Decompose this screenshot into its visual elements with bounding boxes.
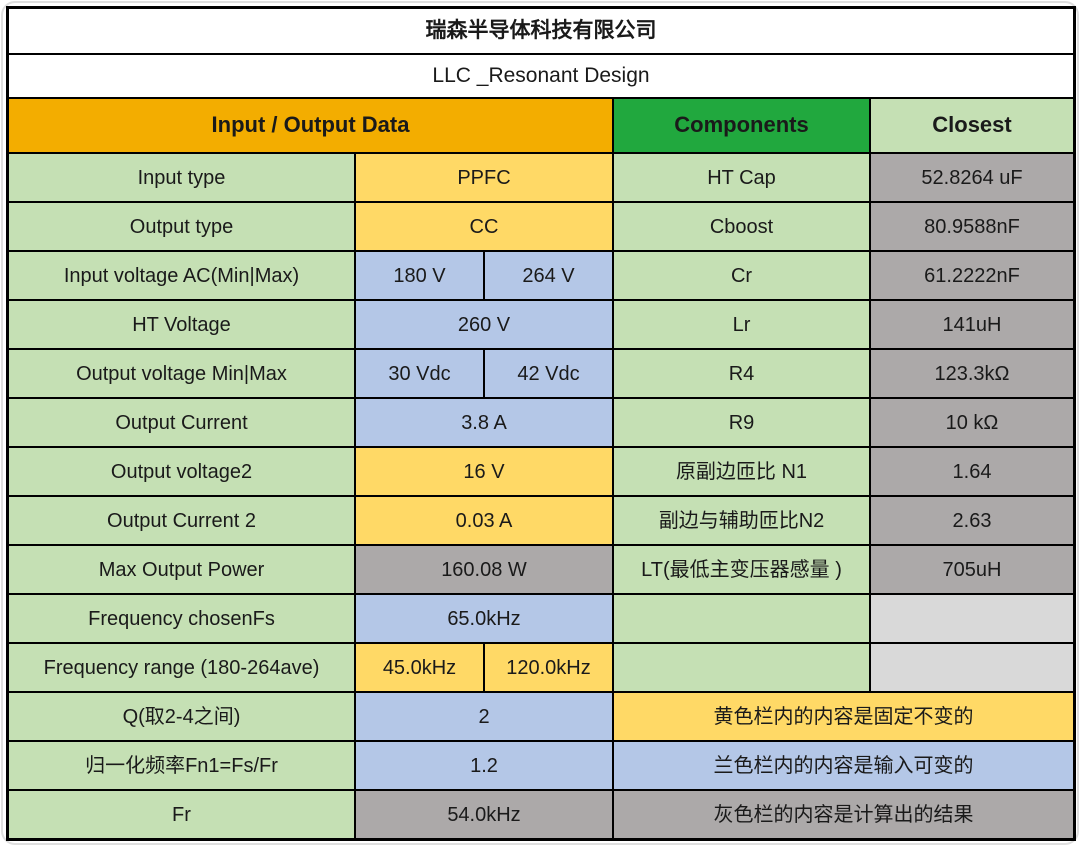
component-r9: R9 (614, 399, 869, 446)
value-input-voltage-min[interactable]: 180 V (393, 264, 446, 287)
component-turns-ratio-n1: 原副边匝比 N1 (614, 448, 869, 495)
component-lr: Lr (614, 301, 869, 348)
header-closest: Closest (871, 99, 1073, 152)
closest-cr: 61.2222nF (871, 252, 1073, 299)
closest-cboost: 80.9588nF (871, 203, 1073, 250)
label-ht-voltage: HT Voltage (9, 301, 354, 348)
closest-empty-cell (871, 644, 1073, 691)
value-output-voltage-max[interactable]: 42 Vdc (483, 350, 612, 397)
label-frequency-chosen-fs: Frequency chosenFs (9, 595, 354, 642)
header-components: Components (614, 99, 869, 152)
label-output-voltage-minmax: Output voltage Min|Max (9, 350, 354, 397)
component-ht-cap: HT Cap (614, 154, 869, 201)
component-empty-cell (614, 644, 869, 691)
closest-lt-min-inductance: 705uH (871, 546, 1073, 593)
value-output-voltage2: 16 V (356, 448, 612, 495)
component-cboost: Cboost (614, 203, 869, 250)
closest-r4: 123.3kΩ (871, 350, 1073, 397)
value-output-current[interactable]: 3.8 A (356, 399, 612, 446)
component-cr: Cr (614, 252, 869, 299)
value-input-voltage-ac: 180 V 264 V (356, 252, 612, 299)
label-fr: Fr (9, 791, 354, 838)
value-output-voltage-min[interactable]: 30 Vdc (388, 362, 451, 385)
component-r4: R4 (614, 350, 869, 397)
closest-turns-ratio-n1: 1.64 (871, 448, 1073, 495)
label-max-output-power: Max Output Power (9, 546, 354, 593)
label-q-factor: Q(取2-4之间) (9, 693, 354, 740)
label-output-current: Output Current (9, 399, 354, 446)
value-output-voltage-minmax: 30 Vdc 42 Vdc (356, 350, 612, 397)
value-q-factor[interactable]: 2 (356, 693, 612, 740)
component-lt-min-inductance: LT(最低主变压器感量 ) (614, 546, 869, 593)
value-output-current-2: 0.03 A (356, 497, 612, 544)
value-input-voltage-max[interactable]: 264 V (483, 252, 612, 299)
label-output-current-2: Output Current 2 (9, 497, 354, 544)
label-normalized-frequency-fn1: 归一化频率Fn1=Fs/Fr (9, 742, 354, 789)
label-output-voltage2: Output voltage2 (9, 448, 354, 495)
legend-gray-note: 灰色栏的内容是计算出的结果 (614, 791, 1073, 838)
value-frequency-range-max: 120.0kHz (483, 644, 612, 691)
closest-lr: 141uH (871, 301, 1073, 348)
value-normalized-frequency-fn1[interactable]: 1.2 (356, 742, 612, 789)
value-ht-voltage[interactable]: 260 V (356, 301, 612, 348)
value-frequency-range-min: 45.0kHz (382, 656, 457, 679)
closest-empty-cell (871, 595, 1073, 642)
label-frequency-range: Frequency range (180-264ave) (9, 644, 354, 691)
label-input-voltage-ac: Input voltage AC(Min|Max) (9, 252, 354, 299)
component-aux-ratio-n2: 副边与辅助匝比N2 (614, 497, 869, 544)
value-max-output-power: 160.08 W (356, 546, 612, 593)
legend-yellow-note: 黄色栏内的内容是固定不变的 (614, 693, 1073, 740)
header-input-output-data: Input / Output Data (9, 99, 612, 152)
closest-r9: 10 kΩ (871, 399, 1073, 446)
closest-ht-cap: 52.8264 uF (871, 154, 1073, 201)
label-input-type: Input type (9, 154, 354, 201)
design-table: 瑞森半导体科技有限公司 LLC _Resonant Design Input /… (6, 6, 1076, 841)
company-title: 瑞森半导体科技有限公司 (9, 9, 1073, 53)
legend-blue-note: 兰色栏内的内容是输入可变的 (614, 742, 1073, 789)
component-empty-cell (614, 595, 869, 642)
value-frequency-chosen-fs[interactable]: 65.0kHz (356, 595, 612, 642)
closest-aux-ratio-n2: 2.63 (871, 497, 1073, 544)
value-frequency-range: 45.0kHz 120.0kHz (356, 644, 612, 691)
value-output-type: CC (356, 203, 612, 250)
label-output-type: Output type (9, 203, 354, 250)
sheet-title: LLC _Resonant Design (9, 55, 1073, 97)
value-fr: 54.0kHz (356, 791, 612, 838)
value-input-type: PPFC (356, 154, 612, 201)
